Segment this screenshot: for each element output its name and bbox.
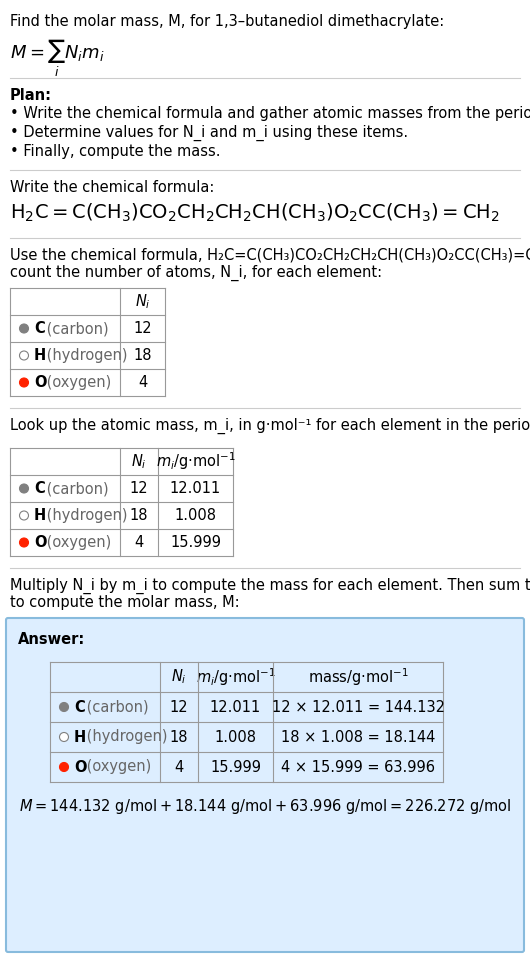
Text: 18 × 1.008 = 18.144: 18 × 1.008 = 18.144 (281, 729, 435, 745)
Text: 1.008: 1.008 (174, 508, 216, 523)
Circle shape (59, 702, 68, 712)
Circle shape (20, 324, 29, 333)
Circle shape (20, 378, 29, 387)
Text: C: C (34, 481, 45, 496)
Text: $m_i$/g·mol$^{-1}$: $m_i$/g·mol$^{-1}$ (196, 667, 276, 688)
Text: (oxygen): (oxygen) (82, 759, 151, 775)
Text: • Finally, compute the mass.: • Finally, compute the mass. (10, 144, 220, 159)
Text: $N_i$: $N_i$ (171, 668, 187, 687)
Circle shape (59, 762, 68, 772)
Text: 18: 18 (170, 729, 188, 745)
Circle shape (20, 484, 29, 493)
Text: Use the chemical formula, H₂C=C(CH₃)CO₂CH₂CH₂CH(CH₃)O₂CC(CH₃)=CH₂, to: Use the chemical formula, H₂C=C(CH₃)CO₂C… (10, 248, 530, 263)
Text: O: O (74, 759, 86, 775)
Circle shape (20, 351, 29, 360)
Text: Look up the atomic mass, m_i, in g·mol⁻¹ for each element in the periodic table:: Look up the atomic mass, m_i, in g·mol⁻¹… (10, 418, 530, 434)
Text: 12 × 12.011 = 144.132: 12 × 12.011 = 144.132 (271, 699, 445, 715)
Text: $N_i$: $N_i$ (131, 452, 147, 470)
Circle shape (59, 732, 68, 742)
Text: 18: 18 (133, 348, 152, 363)
Text: $\mathregular{H_2C{=}C(CH_3)CO_2CH_2CH_2CH(CH_3)O_2CC(CH_3){=}CH_2}$: $\mathregular{H_2C{=}C(CH_3)CO_2CH_2CH_2… (10, 202, 500, 224)
Text: $N_i$: $N_i$ (135, 292, 151, 311)
Text: $M = 144.132\ \mathrm{g/mol} + 18.144\ \mathrm{g/mol} + 63.996\ \mathrm{g/mol} =: $M = 144.132\ \mathrm{g/mol} + 18.144\ \… (19, 797, 511, 816)
Circle shape (20, 538, 29, 547)
Text: 1.008: 1.008 (215, 729, 257, 745)
Text: • Write the chemical formula and gather atomic masses from the periodic table.: • Write the chemical formula and gather … (10, 106, 530, 121)
Text: • Determine values for N_i and m_i using these items.: • Determine values for N_i and m_i using… (10, 125, 408, 141)
Text: (oxygen): (oxygen) (42, 375, 111, 390)
Text: (carbon): (carbon) (42, 321, 109, 336)
Text: (hydrogen): (hydrogen) (42, 508, 128, 523)
Circle shape (20, 511, 29, 520)
Text: H: H (74, 729, 86, 745)
Text: 4: 4 (138, 375, 147, 390)
Text: O: O (34, 375, 47, 390)
Text: 12: 12 (133, 321, 152, 336)
Text: O: O (34, 535, 47, 550)
Text: 4: 4 (135, 535, 144, 550)
Text: (hydrogen): (hydrogen) (82, 729, 167, 745)
Text: Find the molar mass, M, for 1,3–butanediol dimethacrylate:: Find the molar mass, M, for 1,3–butanedi… (10, 14, 444, 29)
Text: (oxygen): (oxygen) (42, 535, 111, 550)
Text: 12.011: 12.011 (170, 481, 221, 496)
Text: to compute the molar mass, M:: to compute the molar mass, M: (10, 595, 240, 610)
Text: 12: 12 (130, 481, 148, 496)
Text: $m_i$/g·mol$^{-1}$: $m_i$/g·mol$^{-1}$ (155, 451, 235, 472)
Text: Answer:: Answer: (18, 632, 85, 647)
FancyBboxPatch shape (6, 618, 524, 952)
Text: 12.011: 12.011 (210, 699, 261, 715)
Text: (hydrogen): (hydrogen) (42, 348, 128, 363)
Text: Plan:: Plan: (10, 88, 52, 103)
Text: 15.999: 15.999 (170, 535, 221, 550)
Text: Multiply N_i by m_i to compute the mass for each element. Then sum those values: Multiply N_i by m_i to compute the mass … (10, 578, 530, 594)
Text: C: C (74, 699, 85, 715)
Text: (carbon): (carbon) (42, 481, 109, 496)
Text: 4 × 15.999 = 63.996: 4 × 15.999 = 63.996 (281, 759, 435, 775)
Text: 18: 18 (130, 508, 148, 523)
Text: Write the chemical formula:: Write the chemical formula: (10, 180, 214, 195)
Text: 15.999: 15.999 (210, 759, 261, 775)
Text: count the number of atoms, N_i, for each element:: count the number of atoms, N_i, for each… (10, 265, 382, 281)
Text: 12: 12 (170, 699, 188, 715)
Text: mass/g·mol$^{-1}$: mass/g·mol$^{-1}$ (307, 667, 409, 688)
Text: $M = \sum_i N_i m_i$: $M = \sum_i N_i m_i$ (10, 38, 104, 79)
Text: 4: 4 (174, 759, 183, 775)
Text: C: C (34, 321, 45, 336)
Text: H: H (34, 508, 46, 523)
Text: (carbon): (carbon) (82, 699, 148, 715)
Text: H: H (34, 348, 46, 363)
